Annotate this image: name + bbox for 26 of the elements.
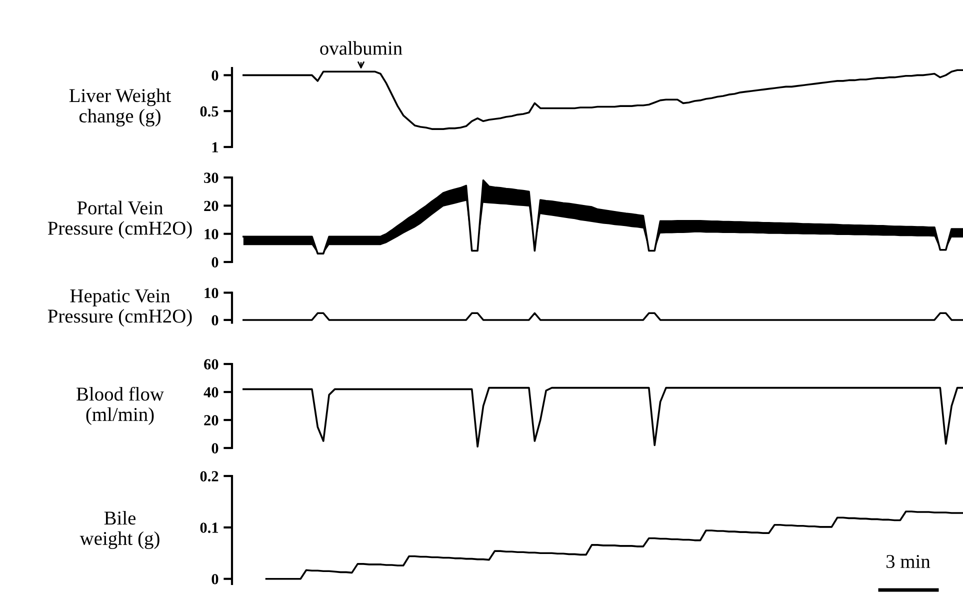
y-axis-title: Portal Vein Pressure (cmH2O) bbox=[48, 200, 192, 239]
y-tick-label: 60 bbox=[204, 359, 218, 370]
y-tick-label: 0 bbox=[212, 574, 218, 584]
line-series bbox=[265, 510, 963, 580]
y-axis-title: Hepatic Vein Pressure (cmH2O) bbox=[48, 289, 192, 327]
y-tick-label: 0.5 bbox=[200, 106, 218, 117]
y-axis-title: Bile weight (g) bbox=[80, 510, 160, 550]
line-series bbox=[242, 69, 963, 130]
y-tick-label: 10 bbox=[204, 288, 218, 298]
y-tick-label: 1 bbox=[212, 142, 218, 152]
y-tick-label: 0 bbox=[212, 70, 218, 81]
annotation: 3 min bbox=[886, 554, 930, 568]
y-tick-label: 40 bbox=[204, 387, 218, 398]
text: ovalbumin bbox=[320, 41, 402, 55]
y-tick-label: 0 bbox=[212, 315, 218, 326]
y-tick-label: 30 bbox=[204, 172, 218, 183]
y-tick-label: 0 bbox=[212, 257, 218, 268]
y-tick-label: 20 bbox=[204, 415, 218, 426]
y-axis-title: Liver Weight change (g) bbox=[69, 88, 172, 127]
y-axis-title: Blood flow (ml/min) bbox=[76, 386, 164, 425]
y-tick-label: 0.1 bbox=[200, 522, 218, 533]
y-tick-label: 0.2 bbox=[200, 471, 218, 482]
y-tick-label: 10 bbox=[204, 228, 218, 240]
y-tick-label: 20 bbox=[204, 200, 218, 212]
line-series bbox=[242, 386, 963, 448]
y-tick-label: 0 bbox=[212, 443, 218, 454]
